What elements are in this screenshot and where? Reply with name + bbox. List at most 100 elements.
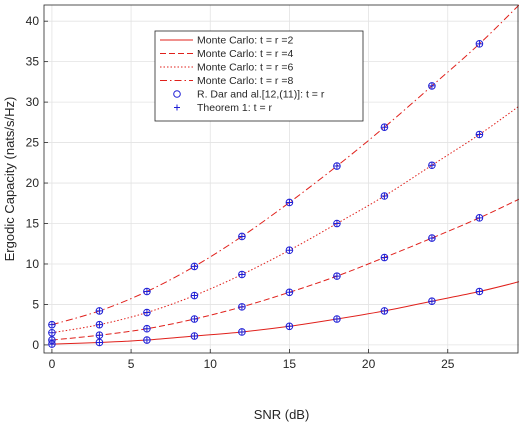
circle-marker [285,322,294,331]
plus-marker [381,124,388,131]
plus-marker [381,307,388,314]
plus-marker [476,214,483,221]
x-tick-label: 25 [441,357,455,371]
legend-label-3: Monte Carlo: t = r =6 [197,62,293,74]
y-tick-label: 5 [32,297,39,311]
x-tick-label: 15 [283,357,297,371]
plus-marker [143,325,150,332]
circle-marker [380,307,389,315]
plus-marker [96,321,103,328]
axis-ticks: 0 5 10 15 20 25 0 5 10 15 20 25 30 35 40 [26,14,455,371]
series-line-3 [51,105,519,334]
y-tick-label: 0 [32,338,39,352]
plus-marker [476,40,483,47]
circle-marker [238,303,246,311]
plus-marker [238,328,245,335]
x-tick-label: 0 [49,357,56,371]
plus-marker [191,263,198,270]
plus-marker [191,333,198,340]
plus-marker [48,329,55,336]
circle-marker [428,297,436,306]
legend-plus-swatch [174,104,180,111]
circle-marker [380,192,389,200]
plus-marker [96,307,103,314]
y-tick-label: 40 [26,14,40,28]
circle-marker [333,315,341,323]
plus-marker [48,337,55,344]
circle-marker [143,287,151,296]
plus-marker [428,82,435,89]
plus-marker [476,288,483,295]
y-tick-label: 30 [26,95,40,109]
plus-marker [143,309,150,316]
circle-marker [475,130,484,139]
circle-marker [428,82,436,90]
series-line-1 [51,281,519,345]
legend-circle-swatch [173,90,181,98]
circle-marker [48,320,56,329]
circle-marker [333,162,341,170]
series-line-2 [51,198,519,341]
x-tick-label: 10 [204,357,218,371]
circle-marker [143,308,151,317]
plus-marker [333,163,340,170]
y-tick-label: 10 [26,257,40,271]
circle-marker [285,288,294,297]
circle-marker [190,332,199,340]
legend-label-1: Monte Carlo: t = r =2 [197,35,293,47]
circle-marker [238,270,246,279]
y-tick-label: 20 [26,176,40,190]
circle-marker [428,234,436,242]
legend-label-circle: R. Dar and al.[12,(11)]: t = r [197,89,325,101]
circle-marker [48,328,56,337]
markers-layer [48,40,484,348]
plus-marker [238,233,245,240]
circle-marker [190,291,199,300]
circle-marker [143,336,151,344]
x-axis-label: SNR (dB) [254,407,310,422]
x-tick-label: 5 [128,357,135,371]
plus-marker [286,199,293,206]
y-axis-label: Ergodic Capacity (nats/s/Hz) [2,97,17,262]
plus-marker [428,298,435,305]
plus-marker [238,303,245,310]
plus-marker [96,339,103,346]
circle-marker [95,307,104,315]
circle-marker [95,338,104,347]
plus-marker [238,271,245,278]
plus-marker [428,162,435,169]
legend-label-2: Monte Carlo: t = r =4 [197,48,293,60]
circle-marker [143,324,151,333]
plus-marker [381,192,388,199]
plus-marker [428,235,435,242]
plus-marker [286,247,293,254]
plus-marker [286,323,293,330]
plus-marker [96,332,103,339]
circle-marker [238,328,246,336]
circle-marker [428,161,436,170]
circle-marker [475,287,484,296]
plus-marker [286,289,293,296]
plus-marker [333,273,340,280]
legend-box [154,30,364,122]
plot-frame [43,4,519,354]
legend-label-4: Monte Carlo: t = r =8 [197,75,293,87]
circle-marker [333,272,341,280]
plus-marker [143,288,150,295]
circle-marker [190,315,199,323]
circle-marker [285,246,294,255]
circle-marker [48,336,56,344]
circle-marker [190,262,199,271]
y-tick-label: 25 [26,136,40,150]
circle-marker [475,40,484,48]
circle-marker [380,123,389,132]
plus-marker [191,292,198,299]
circle-marker [95,331,104,339]
circle-marker [380,253,389,262]
circle-marker [475,214,484,222]
plus-marker [48,321,55,328]
plus-marker [143,337,150,344]
plus-marker [476,131,483,138]
